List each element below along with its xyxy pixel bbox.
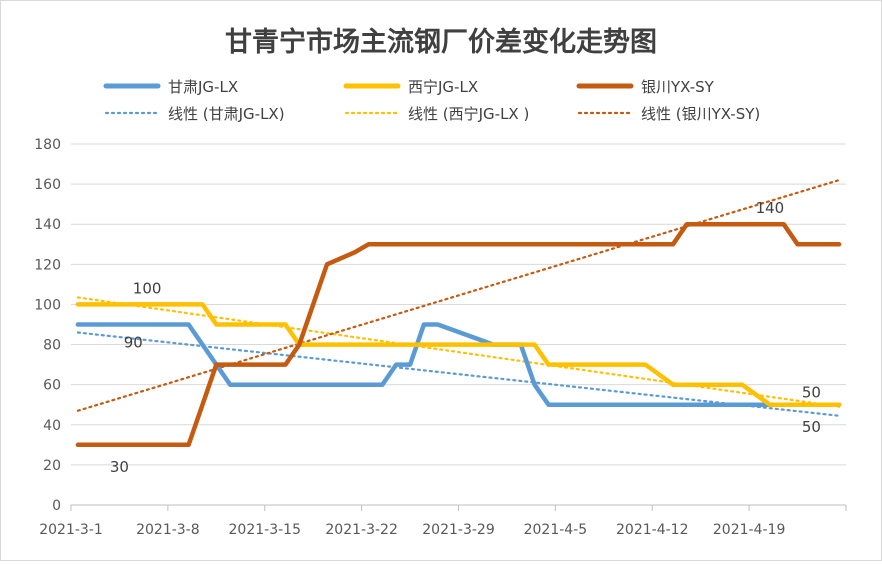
y-tick-label: 60 [43, 378, 61, 394]
axes: 0 20 40 60 80 100 120 140 160 180 2021-3-1 2021-3-8… [34, 137, 847, 538]
data-label: 100 [133, 279, 162, 297]
data-label: 90 [124, 334, 143, 352]
x-tick-label: 2021-3-29 [422, 522, 494, 538]
chart-title: 甘青宁市场主流钢厂价差变化走势图 [225, 26, 657, 58]
legend-label: 线性 (甘肃JG-LX) [168, 105, 285, 123]
data-label: 50 [802, 384, 821, 402]
y-tick-label: 40 [43, 418, 61, 434]
x-tick-label: 2021-4-5 [524, 522, 588, 538]
y-tick-label: 120 [34, 257, 61, 273]
data-label: 140 [756, 199, 785, 217]
x-tick-label: 2021-3-8 [136, 522, 200, 538]
trendline [76, 296, 841, 408]
y-tick-label: 0 [52, 498, 61, 514]
y-tick-label: 140 [34, 217, 61, 233]
x-tick-label: 2021-4-19 [713, 522, 785, 538]
y-tick-label: 80 [43, 338, 61, 354]
legend-label: 银川YX-SY [641, 78, 715, 96]
trendlines [76, 179, 841, 417]
x-tick-label: 2021-3-1 [39, 522, 103, 538]
legend-label: 线性 (银川YX-SY) [641, 105, 760, 123]
data-label: 30 [110, 458, 129, 476]
legend-label: 西宁JG-LX [408, 78, 478, 96]
legend-label: 甘肃JG-LX [168, 78, 238, 96]
x-tick-label: 2021-4-12 [616, 522, 688, 538]
y-tick-label: 180 [34, 137, 61, 153]
y-tick-label: 100 [34, 297, 61, 313]
trendline [76, 179, 841, 412]
series-line [75, 302, 842, 407]
x-tick-label: 2021-3-22 [325, 522, 397, 538]
legend-label: 线性 (西宁JG-LX ) [408, 105, 529, 123]
data-annotations: 100 90 30 140 50 50 [110, 199, 821, 476]
data-label: 50 [802, 418, 821, 436]
legend: 甘肃JG-LX 西宁JG-LX 银川YX-SY 线性 (甘肃JG-LX) 线性 (西宁J… [103, 78, 760, 123]
x-tick-label: 2021-3-15 [229, 522, 301, 538]
y-tick-label: 160 [34, 177, 61, 193]
series-line [75, 322, 842, 407]
series-lines [75, 221, 842, 448]
y-tick-label: 20 [43, 458, 61, 474]
series-line [75, 221, 842, 448]
